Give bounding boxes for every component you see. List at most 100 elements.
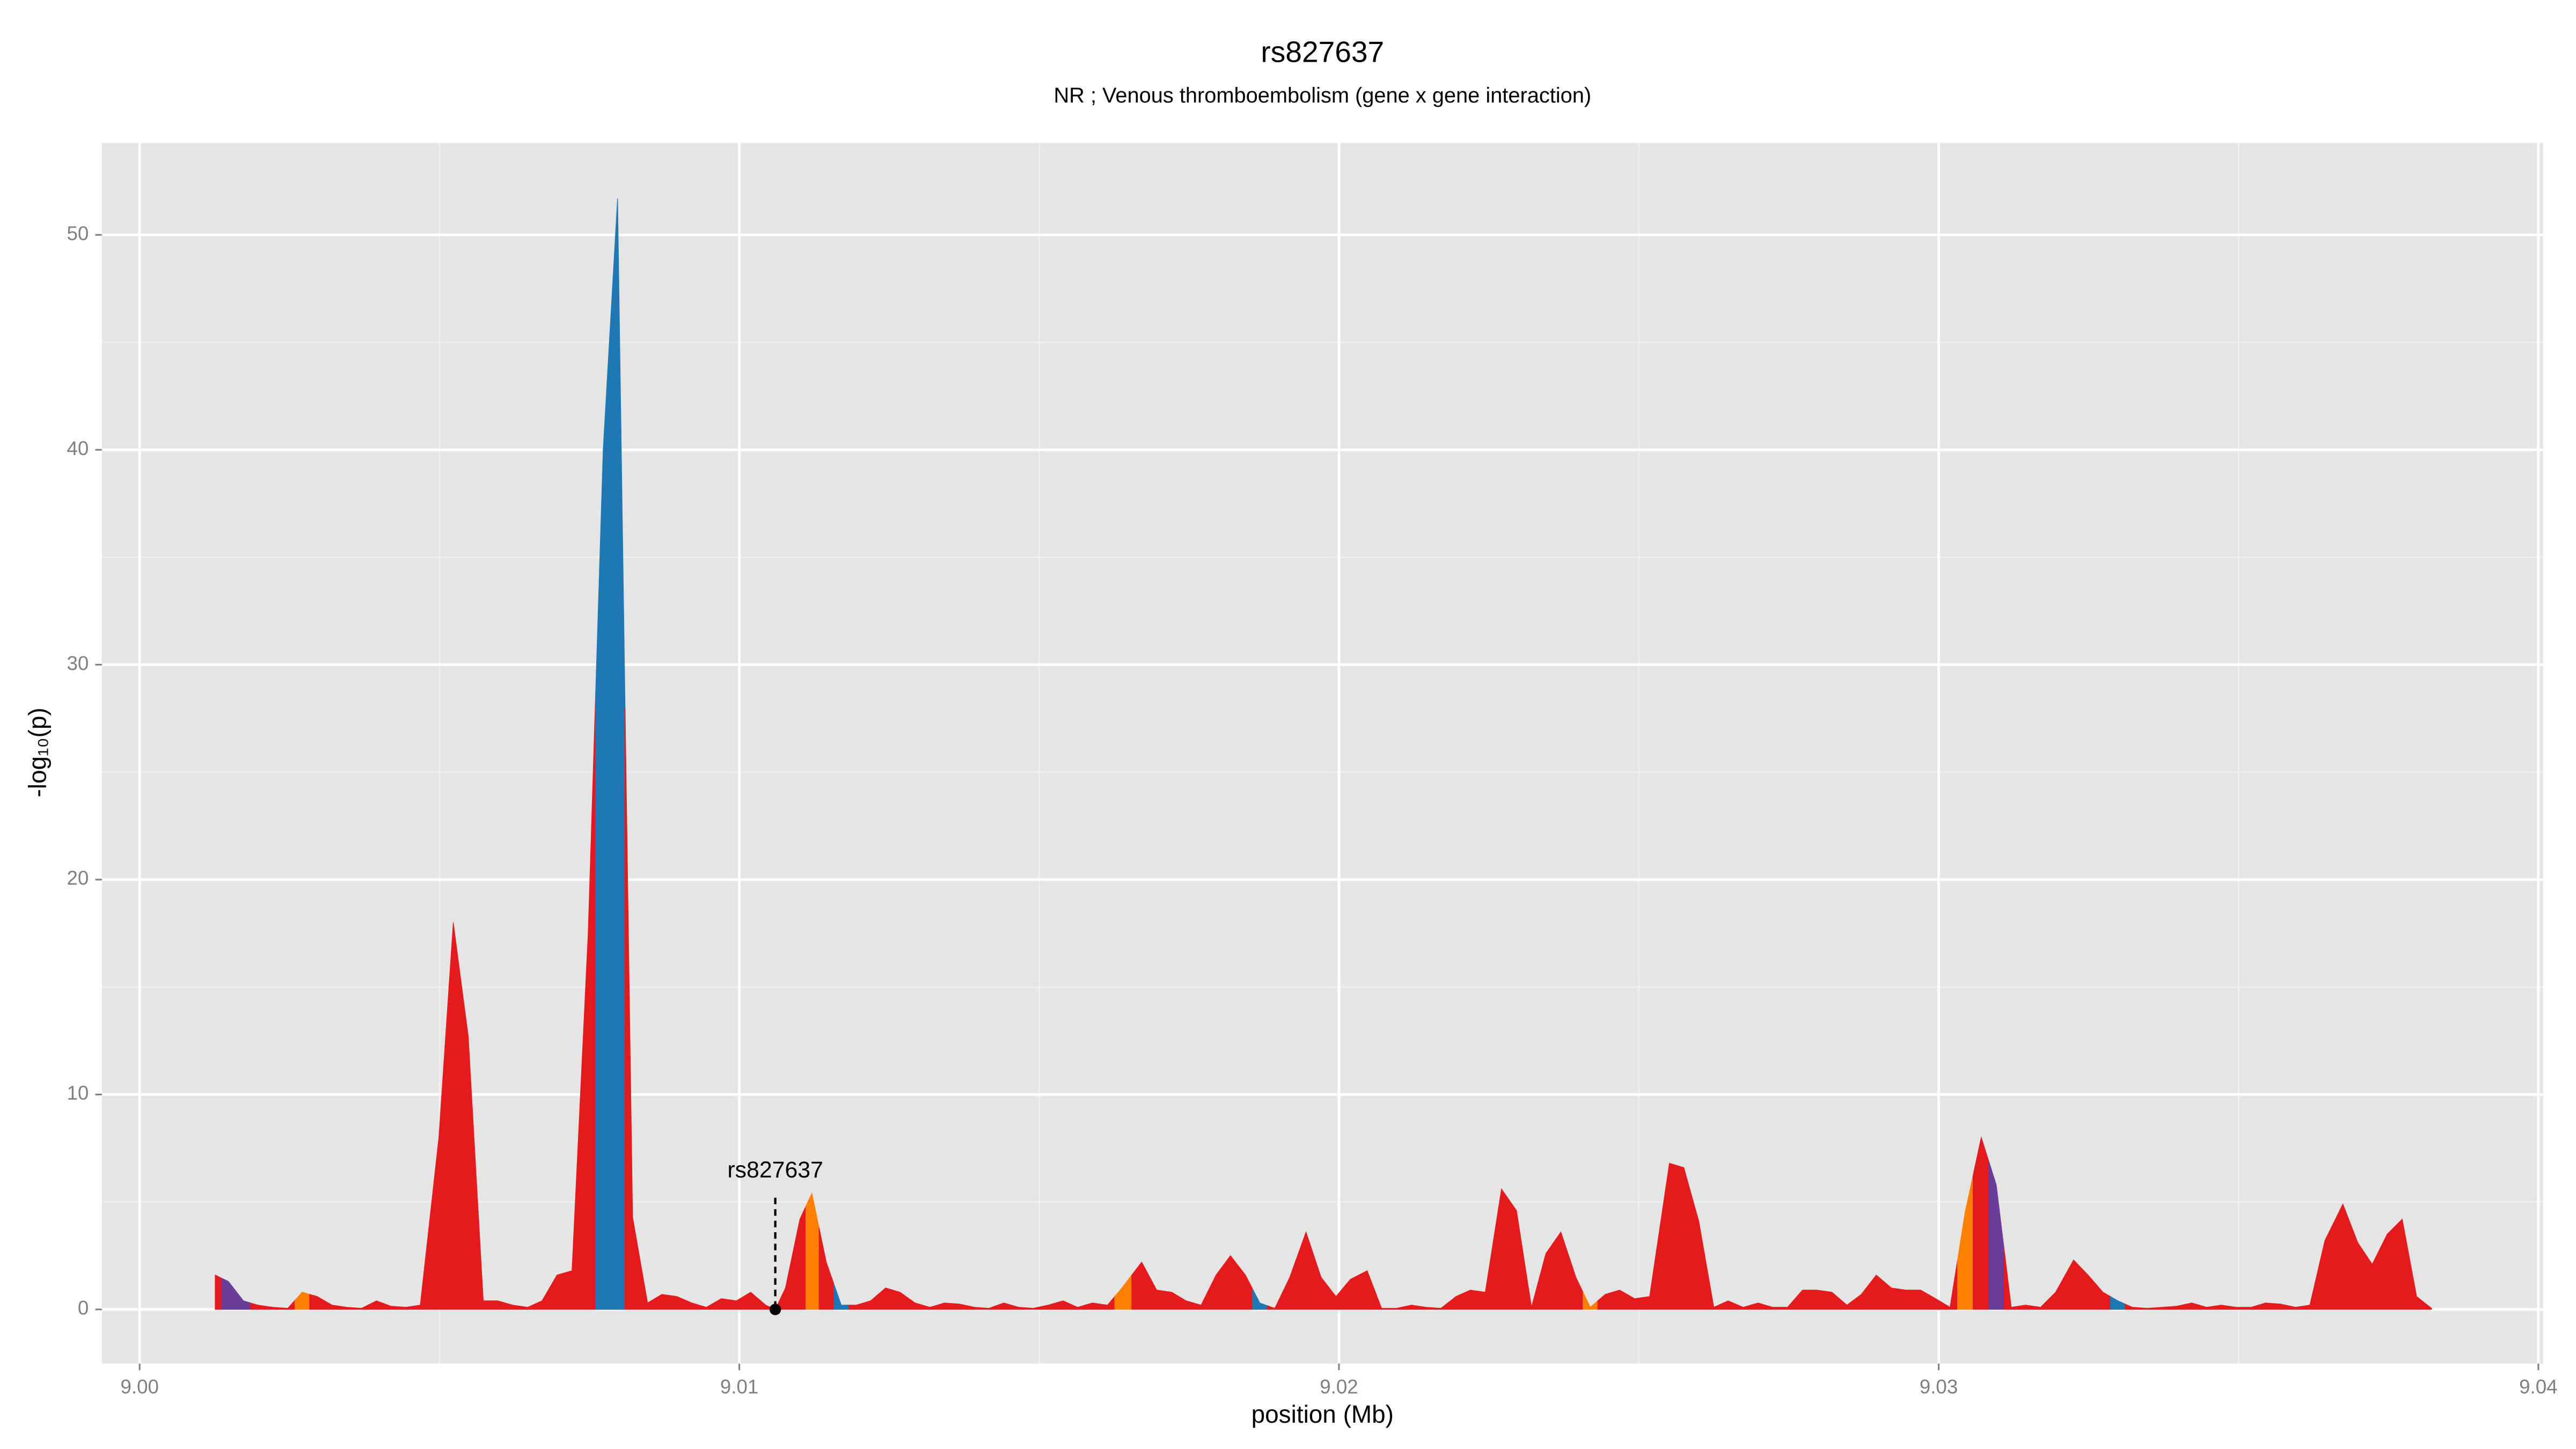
area-segment (1462, 1290, 1479, 1310)
area-segment (265, 1306, 281, 1310)
area-segment (699, 1302, 714, 1310)
area-segment (2394, 1218, 2410, 1310)
area-segment (445, 923, 462, 1310)
area-segment (936, 1302, 953, 1310)
area-segment (1114, 1274, 1132, 1310)
area-segment (383, 1303, 399, 1310)
area-segment (1957, 1175, 1974, 1310)
area-segment (1055, 1300, 1071, 1310)
area-segment (780, 1253, 793, 1310)
area-segment (1868, 1274, 1884, 1310)
area-segment (1418, 1306, 1434, 1310)
area-segment (1163, 1291, 1180, 1310)
area-segment (1898, 1289, 1914, 1310)
area-segment (1988, 1161, 2004, 1310)
area-segment (595, 324, 611, 1310)
area-segment (1750, 1302, 1766, 1310)
area-segment (1583, 1292, 1598, 1310)
x-tick-label: 9.03 (1920, 1375, 1958, 1397)
area-segment (1358, 1270, 1375, 1310)
area-segment (610, 198, 626, 1310)
area-segment (398, 1306, 414, 1310)
area-segment (235, 1290, 251, 1310)
plot-panel (101, 143, 2543, 1364)
area-segment (221, 1277, 237, 1310)
area-segment (996, 1302, 1012, 1310)
area-segment (1328, 1286, 1344, 1310)
area-segment (2317, 1222, 2334, 1310)
area-segment (1839, 1298, 1855, 1310)
area-segment (1433, 1301, 1449, 1310)
area-segment (1913, 1290, 1929, 1310)
area-segment (475, 1168, 491, 1310)
area-segment (339, 1306, 355, 1310)
area-segment (2350, 1223, 2366, 1310)
area-segment (490, 1300, 506, 1310)
area-segment (2184, 1302, 2200, 1310)
area-segment (2110, 1296, 2126, 1310)
area-segment (669, 1295, 685, 1310)
x-axis-label: position (Mb) (1252, 1400, 1394, 1428)
area-segment (504, 1302, 521, 1310)
area-segment (215, 1274, 222, 1310)
area-segment (1011, 1305, 1027, 1310)
area-segment (1509, 1198, 1525, 1310)
area-segment (2125, 1303, 2140, 1310)
area-segment (2199, 1305, 2214, 1310)
area-segment (1765, 1305, 1781, 1310)
area-segment (2409, 1257, 2425, 1310)
x-tick-label: 9.04 (2519, 1375, 2557, 1397)
area-segment (549, 1272, 565, 1310)
area-segment (1179, 1296, 1194, 1310)
x-tick-label: 9.02 (1320, 1375, 1358, 1397)
area-segment (967, 1305, 982, 1310)
area-segment (1131, 1261, 1150, 1310)
area-segment (833, 1283, 850, 1310)
area-segment (1252, 1289, 1268, 1310)
y-tick-label: 30 (67, 652, 89, 674)
area-segment (2080, 1267, 2096, 1310)
area-segment (2064, 1259, 2081, 1310)
area-segment (2139, 1307, 2155, 1310)
area-segment (1721, 1300, 1736, 1310)
chart-subtitle: NR ; Venous thromboembolism (gene x gene… (1053, 84, 1591, 107)
area-segment (1085, 1302, 1101, 1310)
area-segment (1809, 1290, 1825, 1310)
area-segment (368, 1300, 384, 1310)
area-segment (1238, 1264, 1253, 1310)
area-segment (2379, 1226, 2395, 1310)
area-segment (2228, 1306, 2244, 1310)
area-segment (2258, 1302, 2273, 1310)
area-segment (429, 1030, 447, 1310)
area-segment (2213, 1305, 2229, 1310)
area-segment (354, 1304, 370, 1310)
area-segment (1824, 1291, 1840, 1310)
annotation-label: rs827637 (727, 1157, 823, 1183)
area-segment (280, 1299, 296, 1310)
area-segment (250, 1302, 266, 1310)
overlay: rs827637 (727, 1157, 823, 1315)
chart-title: rs827637 (1261, 35, 1384, 69)
area-segment (1026, 1306, 1041, 1310)
area-segment (684, 1299, 700, 1310)
area-segment (1524, 1258, 1539, 1310)
x-tick-label: 9.00 (120, 1375, 158, 1397)
area-segment (625, 707, 641, 1310)
area-segment (1403, 1305, 1419, 1310)
area-segment (1642, 1230, 1660, 1310)
area-segment (1493, 1188, 1510, 1310)
area-segment (1942, 1260, 1958, 1310)
area-segment (907, 1297, 923, 1310)
area-segment (1597, 1292, 1613, 1310)
area-segment (1223, 1255, 1239, 1310)
area-segment (1928, 1293, 1943, 1310)
area-segment (2424, 1301, 2432, 1310)
area-segment (806, 1192, 819, 1310)
area-segment (2333, 1203, 2351, 1310)
area-segment (1267, 1292, 1283, 1310)
area-segment (2154, 1306, 2170, 1310)
area-segment (892, 1290, 908, 1310)
area-segment (1780, 1298, 1796, 1310)
y-tick-label: 50 (67, 222, 89, 244)
